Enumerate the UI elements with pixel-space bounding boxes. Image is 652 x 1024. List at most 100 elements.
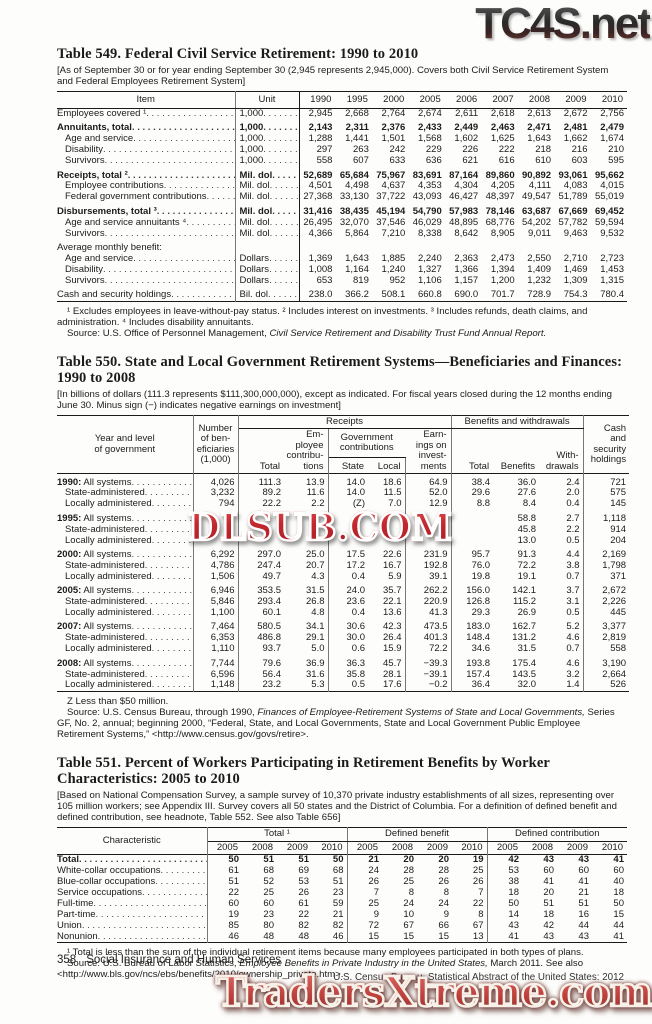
unit-cell: 1,000 — [235, 107, 300, 120]
source-text-segment: Source: U.S. Office of Personnel Managem… — [67, 328, 270, 339]
source-text-segment: Series GF, No. 2, annual; beginning 2000… — [57, 707, 615, 741]
value-cell: 25 — [403, 875, 414, 887]
value-cell: 25 — [368, 897, 379, 909]
value-cell: 26.9 — [517, 607, 537, 618]
unit-cell: 1,000 — [235, 156, 300, 168]
table-549-header-row: Item Unit 1990 1995 2000 2005 2006 2007 2008 20… — [57, 91, 627, 109]
source-text-segment: Employee Benefits in Private Industry in… — [239, 958, 488, 970]
value-cell: 68 — [263, 865, 274, 877]
value-cell: 7 — [373, 886, 379, 898]
value-cell: 57,983 — [449, 205, 479, 217]
value-cell: 401.3 — [405, 633, 452, 645]
watermark-tc4s: TC4S.net — [475, 0, 652, 48]
table-551-header-row-1: Characteristic Total ¹ Defined benefit D… — [57, 827, 627, 855]
col-header-year: 2009 — [566, 841, 588, 853]
value-cell: 5.2 — [539, 618, 584, 634]
value-cell: 17.5 — [346, 548, 366, 560]
value-cell: 6,292 — [193, 546, 239, 561]
table-550-header-row-2: Total Em- ployee contribu- tions Governm… — [57, 428, 629, 474]
col-header-earnings: Earn- ings on invest- ments — [405, 428, 452, 474]
value-cell: 1,288 — [308, 133, 333, 145]
table-row: Age and serviceDollars 1,369 1,643 1,885 2,2… — [57, 252, 627, 265]
value-cell: 82 — [312, 920, 348, 932]
value-cell: 701.7 — [490, 289, 515, 301]
value-cell — [405, 510, 452, 525]
value-cell: 43 — [508, 919, 519, 931]
col-group-defined-benefit: Defined benefit — [347, 827, 488, 842]
row-label-cell: Service occupations — [57, 887, 208, 899]
value-cell: 80 — [263, 919, 274, 931]
col-header-year: 2009 — [426, 841, 448, 853]
value-cell: 1,885 — [381, 252, 406, 264]
value-cell: 21 — [312, 909, 348, 921]
value-cell: 8,338 — [417, 227, 442, 239]
value-cell: 2,672 — [602, 585, 627, 597]
value-cell: 49.7 — [262, 570, 282, 582]
value-cell: 11.5 — [368, 488, 406, 500]
table-549-title: Table 549. Federal Civil Service Retirem… — [57, 46, 419, 62]
row-label-cell: Survivors — [57, 156, 236, 168]
value-cell: 263 — [353, 144, 369, 156]
value-cell: 2,664 — [602, 668, 627, 680]
row-label-cell: 2007: All systems — [57, 618, 194, 634]
value-cell: 131.2 — [512, 632, 537, 644]
value-cell: 0.7 — [539, 644, 584, 656]
value-cell: 780.4 — [600, 289, 624, 301]
row-label-cell: Receipts, total ² — [57, 167, 236, 182]
value-cell: 60 — [228, 897, 239, 909]
value-cell: 3,232 — [193, 488, 239, 500]
value-cell: 1,200 — [490, 274, 515, 286]
table-550-header-row-1: Year and level of government Number of b… — [57, 415, 629, 474]
col-group-receipts: Receipts — [238, 415, 452, 430]
value-cell: 819 — [353, 274, 369, 286]
col-header-beneficiaries: Number of ben- eficiaries (1,000) — [193, 415, 239, 474]
value-cell: 4,637 — [381, 180, 406, 192]
value-cell: 111.3 — [238, 473, 284, 489]
value-cell: 15 — [438, 930, 449, 942]
table-row: Service occupations22252623788718202118 — [57, 886, 627, 899]
value-cell: −39.3 — [405, 655, 452, 670]
value-cell: 12.9 — [405, 499, 452, 511]
value-cell: 1,008 — [308, 263, 333, 275]
value-cell: 41 — [592, 854, 627, 867]
value-cell: 57,782 — [558, 216, 588, 228]
table-550-section: Table 550. State and Local Government Re… — [57, 354, 630, 741]
value-cell: 1,409 — [527, 263, 552, 275]
value-cell: 610 — [535, 155, 552, 167]
value-cell — [481, 239, 517, 253]
table-550-z-note: Z Less than $50 million. — [67, 696, 169, 708]
value-cell: 39.1 — [405, 571, 452, 583]
unit-cell: Bil. dol — [235, 286, 300, 302]
value-cell: 4.6 — [539, 633, 584, 645]
value-cell: 242 — [389, 144, 406, 156]
col-header-year: 2008 — [517, 91, 555, 109]
table-row: DisabilityDollars 1,008 1,164 1,240 1,327 1,3… — [57, 263, 627, 276]
value-cell: 89.2 — [262, 487, 282, 499]
chapter-title: Social Insurance and Human Services — [86, 954, 282, 966]
value-cell: 1,625 — [490, 133, 515, 145]
value-cell: 17.2 — [346, 559, 366, 571]
value-cell: 2,463 — [490, 122, 515, 134]
value-cell — [518, 239, 554, 253]
value-cell: 67,669 — [558, 205, 588, 217]
col-header-year: 2005 — [408, 91, 445, 109]
col-header-local: Local — [368, 457, 406, 474]
value-cell: 143.5 — [512, 668, 537, 680]
row-label-cell: 2000: All systems — [57, 546, 194, 561]
value-cell: 20.7 — [284, 560, 329, 572]
value-cell: 580.5 — [257, 621, 281, 633]
value-cell: 4,501 — [308, 180, 333, 192]
value-cell: 38 — [508, 875, 519, 887]
value-cell: 34.1 — [284, 618, 329, 634]
row-label-cell: Part-time — [57, 909, 208, 921]
value-cell: 473.5 — [405, 618, 452, 634]
value-cell: 22 — [228, 886, 239, 898]
col-header-item: Item — [57, 91, 236, 109]
table-row: 2008: All systems7,744 79.636.9 36.345.7−3… — [57, 655, 629, 670]
table-550-title: Table 550. State and Local Government Re… — [57, 354, 622, 386]
row-label-cell: Disability — [57, 145, 236, 157]
row-label-cell: Employee contributions — [57, 181, 236, 193]
value-cell: 558 — [610, 643, 627, 655]
value-cell: 2,471 — [527, 122, 552, 134]
value-cell: 2,819 — [602, 632, 627, 644]
